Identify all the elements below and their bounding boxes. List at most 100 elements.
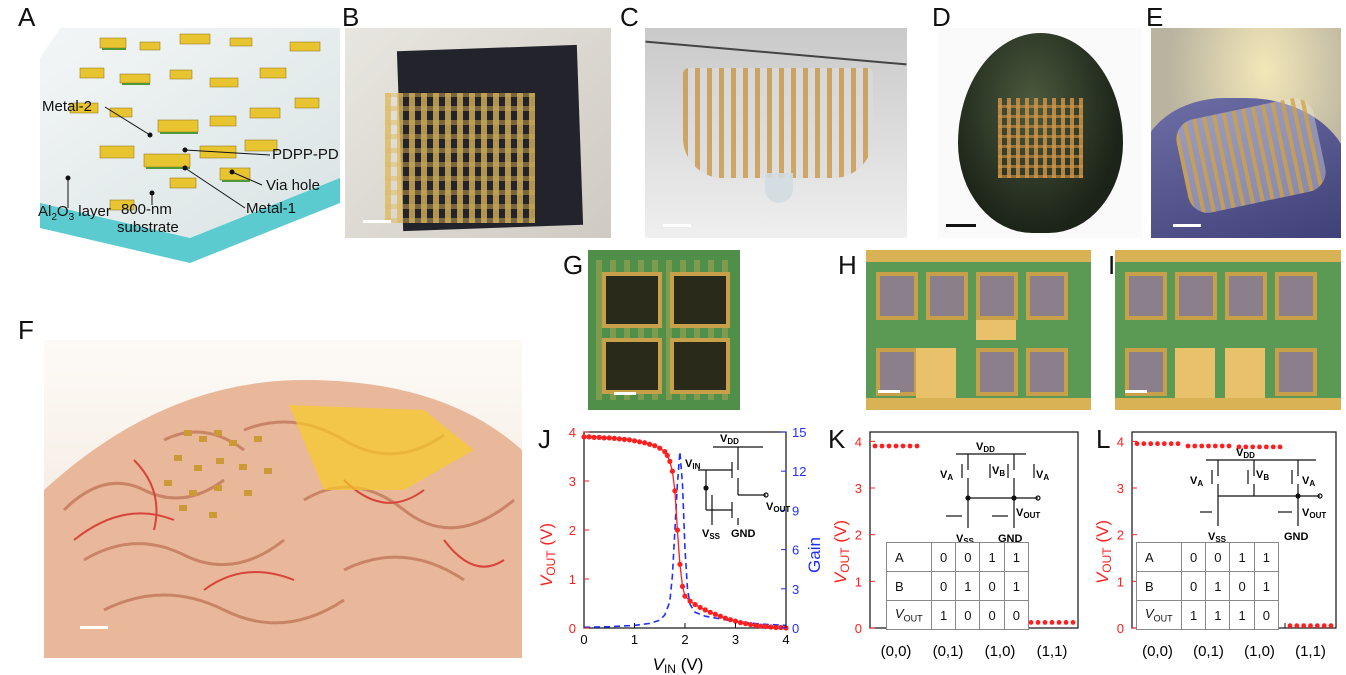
vout-point xyxy=(667,459,672,464)
j-gnd-label: GND xyxy=(731,528,756,540)
transistor-block xyxy=(602,338,662,394)
y-tick-label: 3 xyxy=(569,474,576,489)
peeled-circuit-film xyxy=(385,93,535,223)
vout-point xyxy=(1288,623,1293,628)
x-category-label: (1,0) xyxy=(985,643,1016,660)
vout-point xyxy=(1029,620,1034,625)
x-tick-label: 0 xyxy=(580,632,587,647)
truth-row-vout: VOUT 1 1 1 0 xyxy=(1137,601,1279,630)
vout-point xyxy=(908,444,913,449)
scale-bar xyxy=(946,224,976,227)
micrograph-h xyxy=(866,250,1091,410)
transistor-block xyxy=(602,272,662,328)
vout-point xyxy=(1135,441,1140,446)
vout-point xyxy=(894,444,899,449)
y-tick-label: 2 xyxy=(569,523,576,538)
y-tick-label: 1 xyxy=(569,572,576,587)
vout-point xyxy=(642,440,647,445)
truth-row-a: A 0 0 1 1 xyxy=(887,543,1029,572)
vout-point xyxy=(1243,445,1248,450)
vout-point xyxy=(1176,441,1181,446)
micrograph-g xyxy=(588,250,740,410)
vout-point xyxy=(1199,444,1204,449)
transistor-block xyxy=(670,272,730,328)
x-category-label: (1,1) xyxy=(1295,643,1326,660)
scale-bar xyxy=(614,392,636,395)
vout-point xyxy=(723,616,728,621)
vout-point xyxy=(1294,623,1299,628)
vout-point xyxy=(1186,444,1191,449)
vout-point xyxy=(1329,623,1334,628)
truth-row-b: B 0 1 0 1 xyxy=(1137,572,1279,601)
y2-tick-label: 3 xyxy=(792,582,799,597)
vout-point xyxy=(657,446,662,451)
l-ylabel: VOUT (V) xyxy=(1093,520,1114,584)
y-tick-label: 0 xyxy=(569,621,576,636)
vout-point xyxy=(1043,620,1048,625)
suspension-wire xyxy=(645,41,906,66)
vout-point xyxy=(652,443,657,448)
vout-point xyxy=(718,614,723,619)
scale-bar xyxy=(1173,224,1201,227)
y-tick-label: 3 xyxy=(1117,481,1124,496)
truth-row-vout: VOUT 1 0 0 0 xyxy=(887,601,1029,630)
vout-point xyxy=(1213,444,1218,449)
vout-point xyxy=(1141,441,1146,446)
y-tick-label: 0 xyxy=(1117,621,1124,636)
vout-point xyxy=(597,435,602,440)
vout-point xyxy=(1036,620,1041,625)
vout-point xyxy=(622,437,627,442)
x-tick-label: 2 xyxy=(681,632,688,647)
k-ylabel: VOUT (V) xyxy=(831,520,852,584)
vout-point xyxy=(637,439,642,444)
vout-point xyxy=(728,617,733,622)
brain-illustration xyxy=(44,340,522,658)
vout-point xyxy=(672,488,677,493)
y2-tick-label: 9 xyxy=(792,503,799,518)
y2-tick-label: 0 xyxy=(792,621,799,636)
k-va-label: VA xyxy=(940,469,953,482)
vout-point xyxy=(1322,623,1327,628)
vout-point xyxy=(1301,623,1306,628)
vout-point xyxy=(665,453,670,458)
vout-point xyxy=(682,594,687,599)
j-xlabel: VIN (V) xyxy=(653,655,704,675)
vout-point xyxy=(763,624,768,629)
scale-bar xyxy=(663,224,691,227)
vout-point xyxy=(1278,445,1283,450)
vout-point xyxy=(607,435,612,440)
vout-point xyxy=(592,435,597,440)
scale-bar xyxy=(363,220,391,223)
vout-point xyxy=(698,605,703,610)
vout-point xyxy=(647,442,652,447)
vout-point xyxy=(753,623,758,628)
y-tick-label: 4 xyxy=(569,425,576,440)
vout-point xyxy=(1050,620,1055,625)
vout-point xyxy=(612,436,617,441)
vout-point xyxy=(1250,445,1255,450)
vout-point xyxy=(1220,444,1225,449)
vout-point xyxy=(670,469,675,474)
vout-point xyxy=(677,562,682,567)
j-vss-label: VSS xyxy=(702,528,721,541)
vout-point xyxy=(586,434,591,439)
vout-point xyxy=(1169,441,1174,446)
j-vout-label: VOUT xyxy=(766,501,790,514)
suspended-film-photo xyxy=(645,28,907,238)
vout-point xyxy=(687,598,692,603)
y-tick-label: 4 xyxy=(1117,434,1124,449)
chart-j-gain-series xyxy=(584,452,786,628)
panel-label-h: H xyxy=(838,250,857,281)
vout-point xyxy=(1315,623,1320,628)
nor-truth-table: A 0 0 1 1 B 0 1 0 1 VOUT 1 0 0 0 xyxy=(886,542,1029,630)
vout-point xyxy=(1162,441,1167,446)
x-tick-label: 3 xyxy=(732,632,739,647)
vout-point xyxy=(1071,620,1076,625)
floating-circuit-film xyxy=(683,68,873,178)
y2-tick-label: 6 xyxy=(792,543,799,558)
y2-tick-label: 12 xyxy=(792,464,806,479)
y-tick-label: 2 xyxy=(855,528,862,543)
vout-point xyxy=(627,437,632,442)
y-tick-label: 2 xyxy=(1117,528,1124,543)
